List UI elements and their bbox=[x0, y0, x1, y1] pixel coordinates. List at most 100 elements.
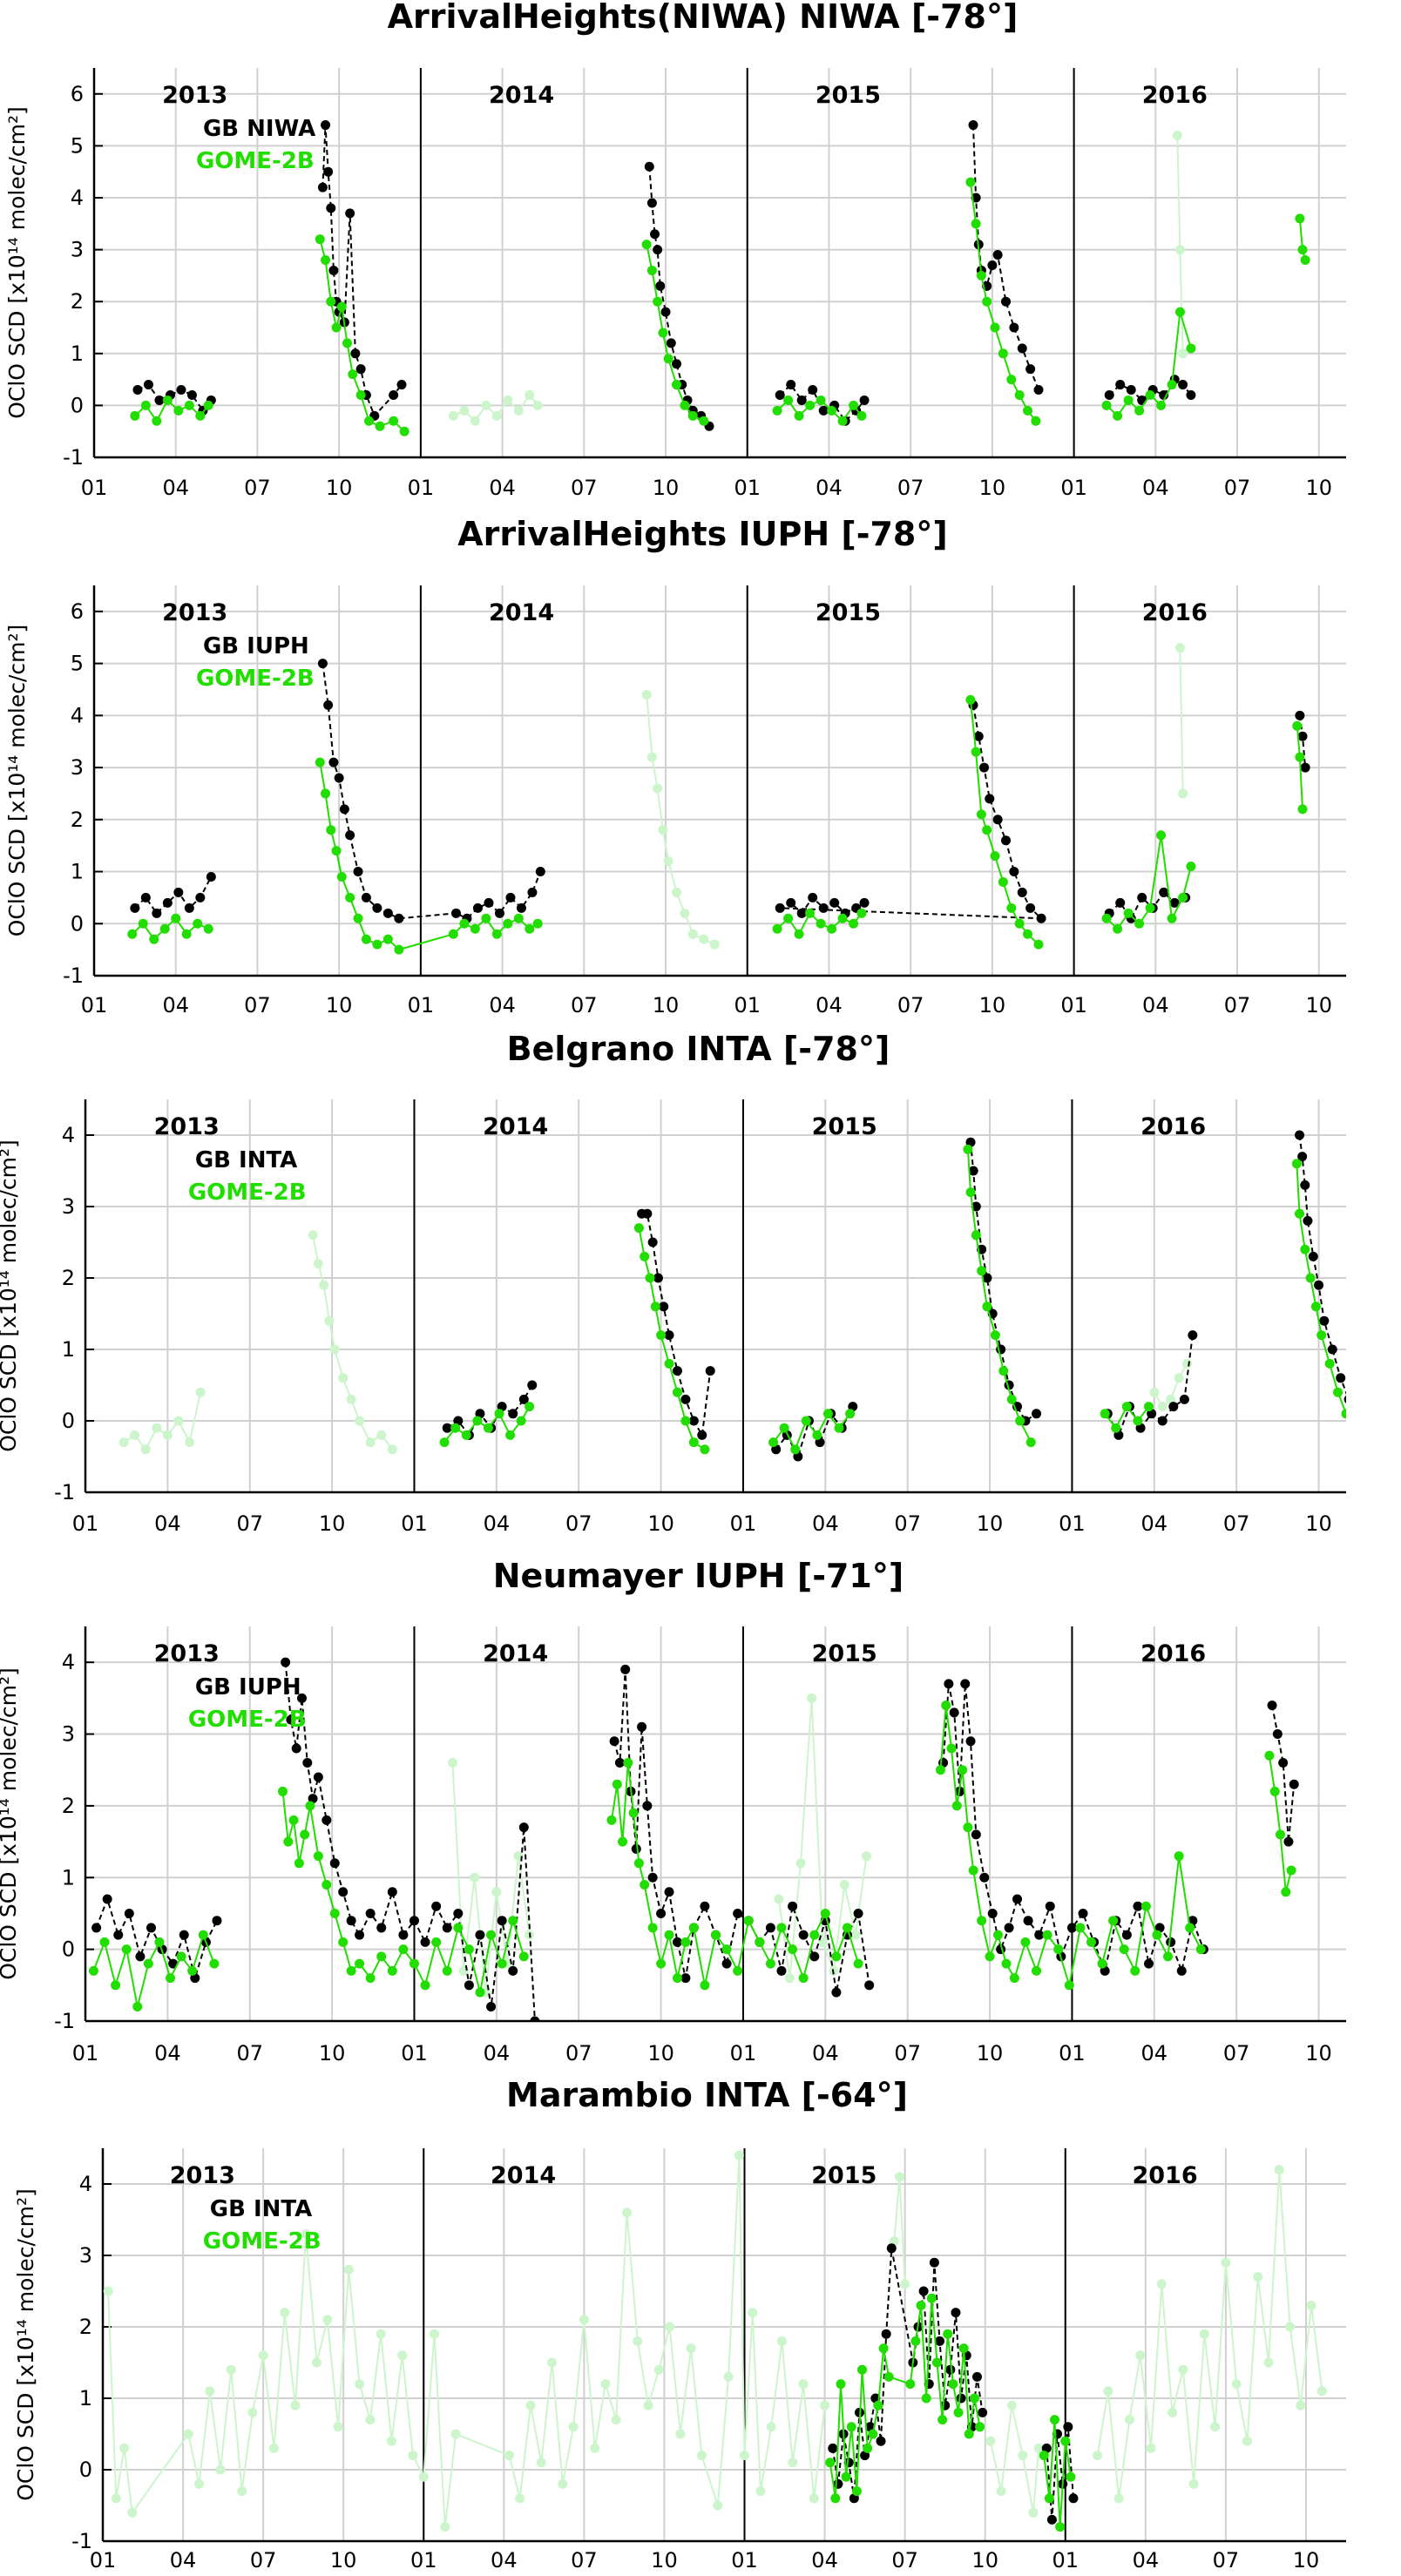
data-point-gome-2b-faded bbox=[1124, 2415, 1134, 2425]
data-point-gome-2b-faded bbox=[1157, 1402, 1168, 1412]
panel-title: Neumayer IUPH [-71°] bbox=[493, 1557, 904, 1595]
data-point-gome-2b-faded bbox=[247, 2407, 258, 2417]
data-point-gb bbox=[1137, 892, 1147, 903]
data-point-gb bbox=[1033, 385, 1044, 396]
data-point-gome-2b-faded bbox=[1188, 2478, 1199, 2489]
data-point-gome-2b-faded bbox=[579, 2315, 589, 2325]
data-point-gome-2b-faded bbox=[900, 2279, 910, 2289]
series-line-gome-2b-faded bbox=[646, 647, 1184, 946]
data-point-gome-2b bbox=[1025, 1437, 1036, 1448]
data-point-gome-2b bbox=[382, 934, 393, 944]
data-point-gb bbox=[154, 395, 165, 405]
data-point-gome-2b-faded bbox=[258, 2350, 268, 2361]
data-point-gb bbox=[929, 2257, 939, 2268]
data-point-gome-2b bbox=[965, 694, 976, 705]
year-label-2014: 2014 bbox=[489, 599, 554, 626]
data-point-gb bbox=[650, 229, 660, 240]
data-point-gome-2b bbox=[508, 1916, 518, 1926]
data-point-gb bbox=[655, 281, 666, 291]
data-point-gome-2b bbox=[198, 1930, 208, 1940]
data-point-gome-2b-faded bbox=[1221, 2257, 1231, 2268]
data-point-gome-2b bbox=[321, 255, 331, 266]
data-point-gb bbox=[786, 380, 796, 390]
data-point-gome-2b bbox=[842, 1923, 852, 1933]
data-point-gome-2b-faded bbox=[1028, 2507, 1039, 2518]
data-point-gb bbox=[475, 1930, 485, 1940]
x-tick-label: 07 bbox=[250, 2548, 277, 2573]
x-tick-label: 10 bbox=[319, 2041, 346, 2066]
data-point-gome-2b-faded bbox=[723, 2371, 734, 2382]
data-point-gome-2b-faded bbox=[387, 1444, 397, 1455]
data-point-gome-2b bbox=[1111, 1423, 1121, 1433]
data-point-gome-2b bbox=[355, 389, 366, 400]
data-point-gome-2b bbox=[1100, 1409, 1110, 1419]
data-point-gome-2b-faded bbox=[748, 2308, 758, 2318]
data-point-gome-2b bbox=[143, 1958, 153, 1969]
data-point-gome-2b bbox=[941, 1700, 951, 1711]
data-point-gb bbox=[382, 908, 393, 918]
data-point-gb bbox=[530, 2016, 540, 2021]
data-point-gome-2b-faded bbox=[1231, 2379, 1242, 2390]
x-tick-label: 10 bbox=[647, 1511, 674, 1536]
data-point-gome-2b-faded bbox=[784, 1973, 795, 1984]
data-point-gome-2b bbox=[856, 410, 867, 421]
data-point-gome-2b bbox=[209, 1958, 220, 1969]
data-point-gome-2b bbox=[138, 918, 148, 929]
data-point-gome-2b-faded bbox=[1182, 1358, 1193, 1369]
data-point-gome-2b bbox=[798, 1973, 809, 1984]
data-point-gome-2b bbox=[1032, 1965, 1042, 1976]
data-point-gome-2b-faded bbox=[329, 1344, 340, 1355]
data-point-gb bbox=[1023, 1916, 1033, 1926]
data-point-gb bbox=[979, 762, 990, 773]
data-point-gome-2b bbox=[971, 747, 981, 757]
data-point-gb bbox=[1009, 867, 1019, 877]
data-point-gb bbox=[281, 1657, 291, 1667]
data-area bbox=[103, 2150, 1327, 2532]
data-point-gome-2b bbox=[154, 1937, 165, 1947]
data-point-gome-2b bbox=[816, 395, 826, 405]
data-point-gome-2b-faded bbox=[1285, 2322, 1296, 2332]
data-point-gome-2b bbox=[998, 876, 1008, 887]
data-point-gome-2b-faded bbox=[788, 2458, 798, 2468]
data-point-gome-2b bbox=[985, 1951, 995, 1962]
data-point-gb bbox=[1295, 1130, 1305, 1140]
data-point-gome-2b bbox=[130, 410, 140, 421]
data-point-gb bbox=[297, 1693, 308, 1703]
x-tick-label: 10 bbox=[326, 993, 353, 1018]
data-point-gome-2b-faded bbox=[338, 1373, 349, 1383]
data-point-gome-2b-faded bbox=[111, 2493, 121, 2504]
data-point-gome-2b bbox=[916, 2300, 926, 2310]
x-tick-label: 07 bbox=[1224, 476, 1251, 500]
panel-title: Belgrano INTA [-78°] bbox=[507, 1030, 890, 1068]
year-label-2016: 2016 bbox=[1132, 2162, 1197, 2189]
data-point-gb bbox=[864, 1980, 875, 1991]
data-point-gome-2b bbox=[346, 1965, 356, 1976]
data-point-gb bbox=[775, 389, 785, 400]
data-point-gome-2b bbox=[525, 923, 535, 934]
data-point-gome-2b-faded bbox=[103, 2286, 113, 2296]
data-point-gome-2b bbox=[1123, 908, 1134, 918]
data-point-gome-2b bbox=[1163, 1951, 1174, 1962]
x-tick-label: 10 bbox=[979, 476, 1006, 500]
data-point-gome-2b-faded bbox=[268, 2443, 279, 2453]
data-point-gome-2b bbox=[420, 1980, 430, 1991]
data-point-gome-2b bbox=[1300, 255, 1310, 266]
legend-entry-gome-2b: GOME-2B bbox=[203, 2228, 321, 2255]
x-tick-label: 04 bbox=[1141, 2041, 1168, 2066]
y-axis-label: OClO SCD [x10¹⁴ molec/cm²] bbox=[0, 1667, 21, 1980]
data-point-gome-2b bbox=[364, 416, 375, 426]
y-tick-label: 6 bbox=[71, 599, 84, 624]
data-point-gb bbox=[881, 2329, 891, 2339]
data-point-gb bbox=[1186, 389, 1196, 400]
data-point-gome-2b bbox=[1001, 1958, 1012, 1969]
data-point-gome-2b bbox=[372, 939, 382, 950]
y-axis-label: OClO SCD [x10¹⁴ molec/cm²] bbox=[4, 106, 30, 419]
data-point-gb bbox=[135, 1951, 146, 1962]
data-point-gome-2b bbox=[641, 240, 652, 250]
data-point-gome-2b-faded bbox=[386, 2436, 396, 2446]
data-point-gb bbox=[518, 1822, 529, 1833]
data-point-gome-2b bbox=[998, 1366, 1009, 1376]
data-point-gome-2b bbox=[149, 934, 159, 944]
data-point-gome-2b-faded bbox=[1242, 2436, 1252, 2446]
